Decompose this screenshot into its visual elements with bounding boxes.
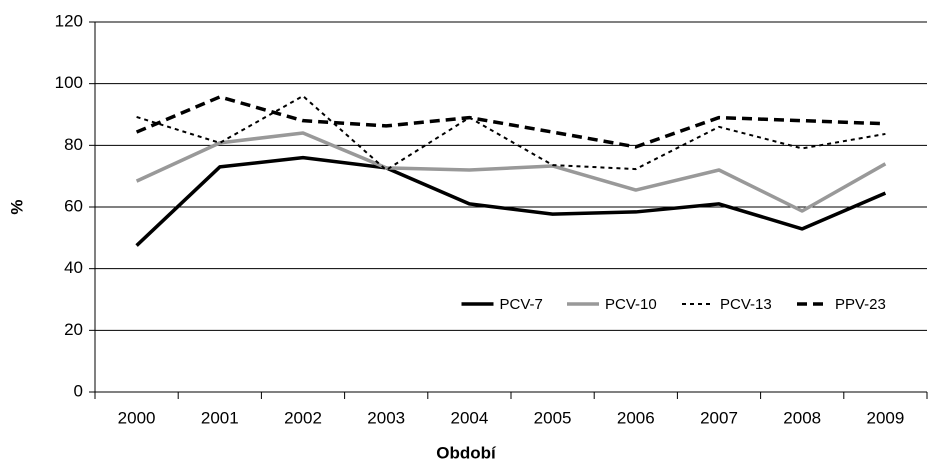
series-line (135, 131, 887, 213)
y-tick-label: 120 (55, 11, 83, 30)
y-tick-label: 60 (64, 196, 83, 215)
series-line (136, 95, 886, 171)
y-tick-label: 20 (64, 320, 83, 339)
x-tick-label: 2002 (284, 408, 322, 427)
series-line (135, 95, 886, 149)
x-tick-label: 2001 (201, 408, 239, 427)
legend-label: PCV-10 (605, 296, 657, 313)
legend-label: PPV-23 (835, 296, 886, 313)
y-tick-label: 80 (64, 135, 83, 154)
x-tick-label: 2005 (534, 408, 572, 427)
x-tick-label: 2006 (617, 408, 655, 427)
x-tick-label: 2000 (118, 408, 156, 427)
y-tick-label: 100 (55, 73, 83, 92)
y-tick-label: 0 (74, 381, 83, 400)
x-tick-label: 2007 (700, 408, 738, 427)
x-tick-label: 2004 (450, 408, 488, 427)
series-line (135, 155, 887, 247)
legend-label: PCV-13 (720, 296, 772, 313)
y-axis-title: % (7, 199, 26, 214)
x-axis-title: Období (436, 443, 497, 462)
x-tick-label: 2008 (783, 408, 821, 427)
x-tick-label: 2003 (367, 408, 405, 427)
x-tick-label: 2009 (866, 408, 904, 427)
legend-label: PCV-7 (500, 296, 543, 313)
y-tick-label: 40 (64, 258, 83, 277)
